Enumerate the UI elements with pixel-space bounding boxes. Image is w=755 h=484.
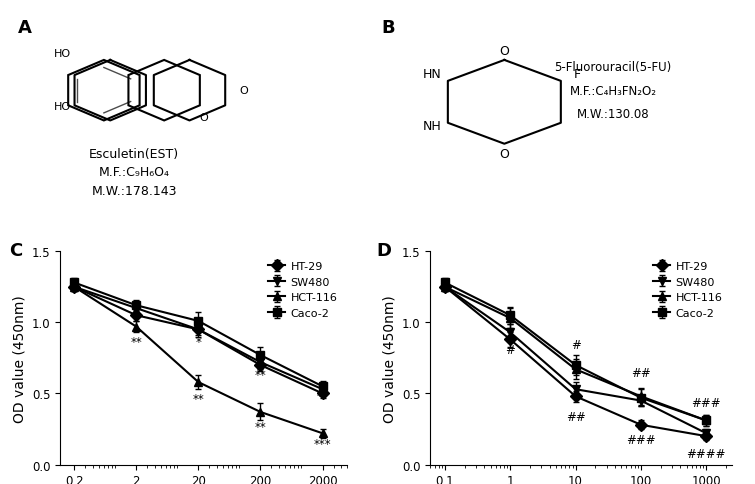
Text: **: ** [254, 421, 267, 433]
Text: *: * [134, 325, 139, 338]
Text: D: D [376, 241, 391, 259]
Text: M.F.:C₄H₃FN₂O₂: M.F.:C₄H₃FN₂O₂ [569, 85, 657, 97]
Text: M.F.:C₉H₆O₄: M.F.:C₉H₆O₄ [98, 166, 170, 179]
Text: O: O [199, 113, 208, 123]
Text: ###: ### [626, 433, 656, 446]
Text: HO: HO [54, 49, 71, 59]
Text: ***: *** [314, 438, 331, 451]
Text: ####: #### [686, 447, 726, 460]
Text: O: O [499, 45, 510, 58]
Text: O: O [239, 86, 248, 96]
Text: **: ** [193, 392, 205, 405]
Text: **: ** [254, 368, 267, 381]
Text: HN: HN [423, 68, 441, 81]
Text: HO: HO [54, 102, 71, 112]
Text: ###: ### [692, 396, 721, 409]
Text: C: C [9, 241, 22, 259]
Text: **: ** [316, 389, 328, 402]
Y-axis label: OD value (450nm): OD value (450nm) [383, 294, 396, 422]
Text: M.W.:130.08: M.W.:130.08 [577, 108, 649, 121]
Text: #: # [505, 344, 515, 357]
Text: M.W.:178.143: M.W.:178.143 [91, 184, 177, 197]
Text: #: # [571, 338, 581, 351]
Legend: HT-29, SW480, HCT-116, Caco-2: HT-29, SW480, HCT-116, Caco-2 [263, 257, 342, 323]
Text: **: ** [131, 335, 142, 348]
Y-axis label: OD value (450nm): OD value (450nm) [13, 294, 26, 422]
Text: ##: ## [631, 366, 651, 379]
Text: NH: NH [423, 120, 441, 132]
Text: ##: ## [565, 410, 585, 424]
Text: F: F [573, 68, 581, 81]
Text: *: * [196, 335, 202, 348]
Text: B: B [381, 19, 395, 37]
Text: Esculetin(EST): Esculetin(EST) [89, 147, 179, 160]
Text: A: A [18, 19, 32, 37]
Legend: HT-29, SW480, HCT-116, Caco-2: HT-29, SW480, HCT-116, Caco-2 [649, 257, 727, 323]
Text: 5-Fluorouracil(5-FU): 5-Fluorouracil(5-FU) [554, 61, 672, 74]
Text: O: O [499, 147, 510, 160]
